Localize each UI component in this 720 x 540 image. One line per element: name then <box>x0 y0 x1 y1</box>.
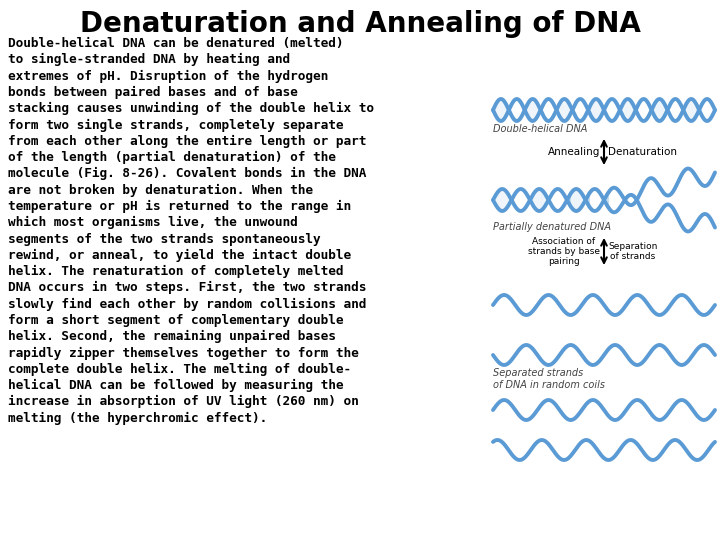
Text: Denaturation: Denaturation <box>608 147 677 157</box>
Text: Double-helical DNA: Double-helical DNA <box>493 124 588 134</box>
Text: Association of
strands by base
pairing: Association of strands by base pairing <box>528 237 600 266</box>
Text: Separation
of strands: Separation of strands <box>608 242 657 261</box>
Text: Separated strands
of DNA in random coils: Separated strands of DNA in random coils <box>493 368 605 389</box>
Text: Denaturation and Annealing of DNA: Denaturation and Annealing of DNA <box>80 10 640 38</box>
Text: Annealing: Annealing <box>548 147 600 157</box>
Text: Double-helical DNA can be denatured (melted)
to single-stranded DNA by heating a: Double-helical DNA can be denatured (mel… <box>8 37 374 425</box>
Text: Partially denatured DNA: Partially denatured DNA <box>493 222 611 232</box>
